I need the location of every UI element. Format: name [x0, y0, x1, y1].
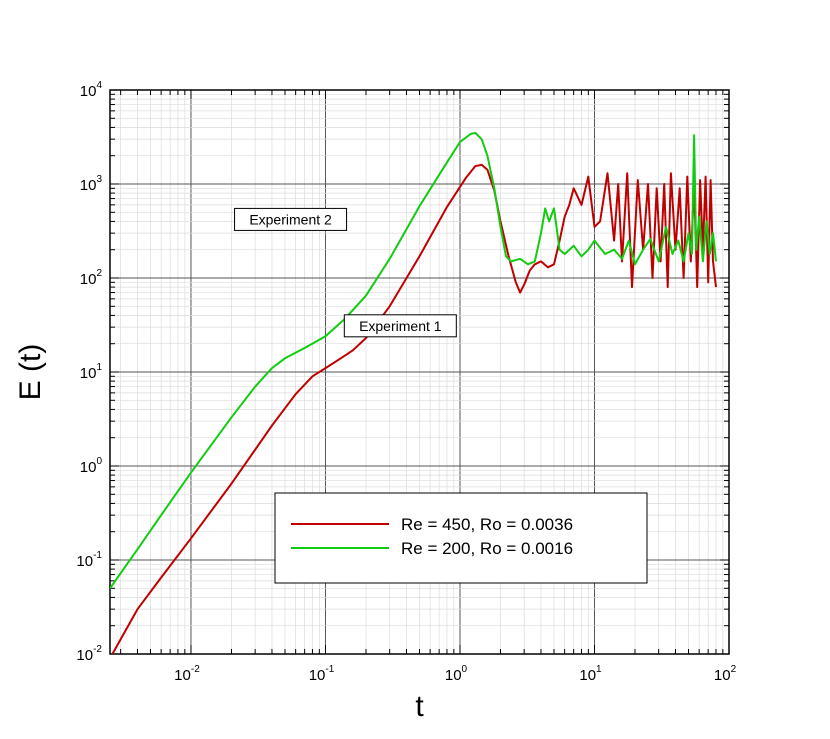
x-tick-label: 10-2	[174, 664, 200, 684]
series-lines	[110, 131, 717, 654]
y-tick-label: 103	[80, 174, 103, 194]
y-tick-label: 104	[80, 80, 103, 100]
legend-box	[274, 492, 648, 584]
legend-label: Re = 200, Ro = 0.0016	[401, 539, 573, 558]
x-tick-label: 10-1	[309, 664, 335, 684]
x-axis-title: t	[415, 690, 424, 723]
y-tick-label: 100	[80, 456, 103, 476]
axis-ticks: 10-2 10-1 100 101 102 10-2 10-1 100 101 102 103 104	[76, 80, 736, 684]
annotation-label: Experiment 2	[249, 211, 332, 227]
annotation-box	[343, 314, 457, 338]
legend: Re = 450, Ro = 0.0036 Re = 200, Ro = 0.00…	[274, 492, 648, 584]
legend-label: Re = 450, Ro = 0.0036	[401, 515, 573, 534]
series-line-2	[110, 131, 717, 589]
annotation-label: Experiment 1	[359, 318, 442, 334]
y-axis-title: E (t)	[14, 344, 47, 401]
series-line-1	[111, 163, 717, 654]
y-tick-label: 10-2	[76, 644, 102, 664]
y-tick-label: 10-1	[76, 550, 102, 570]
annotation-box	[234, 207, 348, 231]
y-tick-label: 102	[80, 268, 103, 288]
x-tick-label: 101	[579, 664, 602, 684]
x-tick-label: 100	[445, 664, 468, 684]
y-tick-label: 101	[80, 362, 103, 382]
x-tick-label: 102	[714, 664, 737, 684]
annotations: Experiment 2 Experiment 1	[234, 207, 457, 338]
